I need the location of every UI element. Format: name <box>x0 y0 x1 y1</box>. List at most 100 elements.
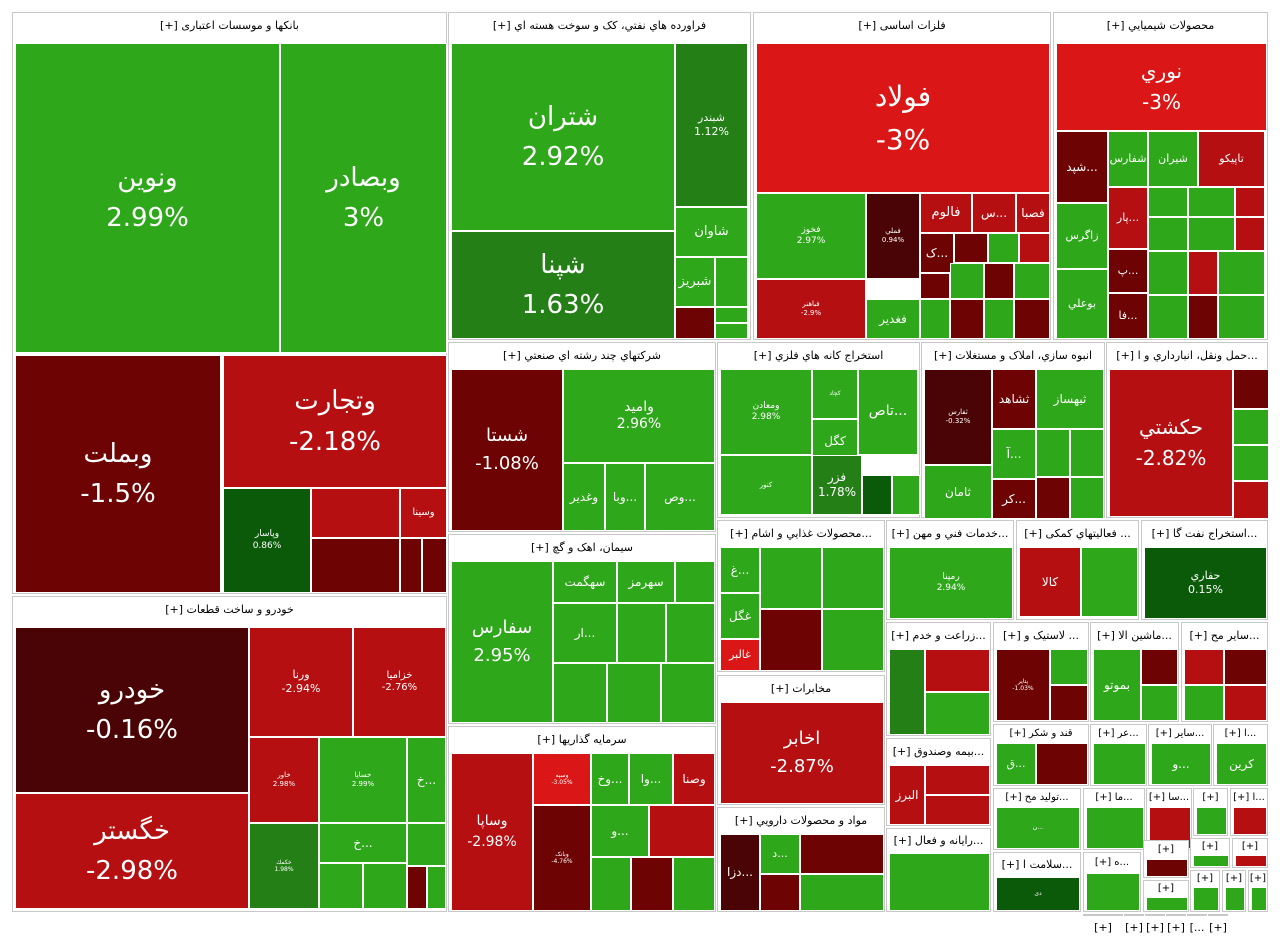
stock-tile-small[interactable] <box>1225 887 1245 911</box>
stock-tile-small[interactable] <box>1148 187 1188 217</box>
stock-tile[interactable]: ...ق <box>996 743 1036 785</box>
sector-title[interactable]: انبوه سازي، املاک و مستغلات [+] <box>933 349 1093 362</box>
stock-tile-small[interactable] <box>1141 685 1178 721</box>
stock-tile-small[interactable] <box>422 538 447 593</box>
stock-tile-small[interactable] <box>607 663 661 723</box>
sector-title[interactable]: بانکها و موسسات اعتباری [+] <box>160 19 299 32</box>
stock-tile[interactable]: ثشاهد <box>992 369 1036 429</box>
sector-title[interactable]: ...توليد مح [+] <box>1005 792 1069 803</box>
stock-tile[interactable]: ...خ <box>319 823 407 863</box>
stock-tile-small[interactable] <box>1224 685 1267 721</box>
sector-title[interactable]: ... فعاليتهاي كمكی [+] <box>1024 527 1131 540</box>
sector-title[interactable]: ...ما [+] <box>1095 792 1133 803</box>
stock-tile-small[interactable] <box>1235 855 1267 867</box>
sector-title[interactable]: فلزات اساسی [+] <box>858 19 946 32</box>
stock-tile[interactable]: بموتو <box>1093 649 1141 721</box>
stock-tile[interactable]: ...وخ <box>591 753 629 805</box>
sector-title[interactable]: ...استخراج نفت گا [+] <box>1151 527 1258 540</box>
stock-tile[interactable]: فخوز 2.97% <box>756 193 866 279</box>
stock-tile-small[interactable] <box>1081 547 1138 617</box>
stock-tile-small[interactable] <box>1233 445 1269 481</box>
sector-computer[interactable]: ...رايانه و فعال [+] <box>886 828 991 912</box>
stock-tile-small[interactable] <box>553 663 607 723</box>
stock-tile[interactable]: وتجارت -2.18% <box>223 355 447 488</box>
stock-tile[interactable]: فزر 1.78% <box>812 455 862 515</box>
sector-title[interactable]: ...ساير مح [+] <box>1189 629 1260 642</box>
sector-title[interactable]: ...ا [+] <box>1233 792 1265 803</box>
stock-tile-small[interactable] <box>311 488 400 538</box>
stock-tile-small[interactable] <box>920 299 950 339</box>
stock-tile[interactable]: وغدير <box>563 463 605 531</box>
stock-tile[interactable]: شيران <box>1148 131 1198 187</box>
stock-tile[interactable]: ...غ <box>720 547 760 593</box>
stock-tile[interactable]: خزاميا -2.76% <box>353 627 446 737</box>
sector-mining[interactable]: استخراج کانه هاي فلزي [+] ومعادن 2.98% كچاد… <box>717 342 920 518</box>
sector-title[interactable]: ...حمل ونقل، انبارداري و ا [+] <box>1116 349 1258 362</box>
stock-tile[interactable]: تاپيكو <box>1198 131 1265 187</box>
stock-tile[interactable]: خكمك 1.98% <box>249 823 319 909</box>
stock-tile[interactable]: فملي 0.94% <box>866 193 920 279</box>
stock-tile-small[interactable] <box>1036 743 1088 785</box>
sector-auto[interactable]: خودرو و ساخت قطعات [+] خودرو -0.16% خگستر -2… <box>12 596 447 912</box>
stock-tile[interactable]: ...ن <box>996 807 1080 849</box>
stock-tile[interactable]: وبصادر 3% <box>280 43 447 353</box>
sector-services[interactable]: ...خدمات فني و مهن [+] رمپنا 2.94% <box>886 520 1014 620</box>
stock-tile-small[interactable] <box>363 863 407 909</box>
stock-tile-small[interactable] <box>1233 807 1267 835</box>
stock-tile-small[interactable] <box>984 299 1014 339</box>
stock-tile[interactable]: رمپنا 2.94% <box>889 547 1013 619</box>
stock-tile[interactable]: وبانک -4.76% <box>533 805 591 911</box>
sector-sm2[interactable]: ...ساير [+] ...و <box>1148 724 1212 786</box>
stock-tile-small[interactable] <box>649 805 715 857</box>
sector-sm15[interactable]: [+] <box>1248 870 1268 912</box>
sector-title[interactable]: شرکتهاي چند رشته اي صنعتي [+] <box>503 349 661 362</box>
stock-tile-small[interactable] <box>984 263 1014 299</box>
sector-sm3[interactable]: ...ا [+] كرين <box>1213 724 1268 786</box>
stock-tile-small[interactable] <box>1193 855 1229 867</box>
stock-tile-small[interactable] <box>1235 187 1265 217</box>
sector-title[interactable]: ...ه [+] <box>1094 857 1130 868</box>
stock-tile[interactable]: ...وا <box>629 753 673 805</box>
stock-tile-small[interactable] <box>617 603 666 663</box>
stock-tile[interactable]: ...و <box>591 805 649 857</box>
stock-tile-small[interactable] <box>925 765 990 795</box>
sector-refinery[interactable]: فراورده هاي نفتي، کک و سوخت هسته اي [+] ش… <box>448 12 751 340</box>
stock-tile-small[interactable] <box>800 834 884 874</box>
sector-prod[interactable]: ...توليد مح [+] ...ن <box>993 788 1081 850</box>
sector-sm17[interactable]: [+] <box>1124 914 1144 934</box>
stock-tile-small[interactable] <box>1146 859 1188 877</box>
stock-tile[interactable]: خاور 2.98% <box>249 737 319 823</box>
sector-title[interactable]: [+] <box>1201 841 1219 852</box>
sector-title[interactable]: ...سلامت ا [+] <box>1001 858 1073 871</box>
stock-tile[interactable]: ...س <box>972 193 1016 233</box>
stock-tile-small[interactable] <box>1086 807 1144 849</box>
stock-tile-small[interactable] <box>988 233 1019 263</box>
stock-tile-small[interactable] <box>1146 897 1188 911</box>
stock-tile-small[interactable] <box>822 609 884 671</box>
stock-tile-small[interactable] <box>1218 251 1265 295</box>
sector-pharma[interactable]: مواد و محصولات دارويي [+] ...دزا ...د <box>717 807 885 912</box>
stock-tile[interactable]: ...پار <box>1108 187 1148 249</box>
stock-tile[interactable]: سفارس 2.95% <box>451 561 553 723</box>
sector-chem[interactable]: محصولات شيميايي [+] نوري -3% ...شپد شفارس شير… <box>1053 12 1268 340</box>
stock-tile[interactable]: ...دزا <box>720 834 760 911</box>
sector-title[interactable]: ...زراعت و خدم [+] <box>891 629 986 642</box>
stock-tile-small[interactable] <box>1196 807 1227 835</box>
sector-multi[interactable]: شرکتهاي چند رشته اي صنعتي [+] شستا -1.08% و… <box>448 342 716 532</box>
stock-tile-small[interactable] <box>760 547 822 609</box>
stock-tile[interactable]: سهرمز <box>617 561 675 603</box>
sector-sm7[interactable]: ...ا [+] <box>1230 788 1268 836</box>
stock-tile[interactable]: ورنا -2.94% <box>249 627 353 737</box>
sector-sm13[interactable]: [+] <box>1190 870 1220 912</box>
stock-tile-small[interactable] <box>925 795 990 825</box>
stock-tile-small[interactable] <box>1014 263 1050 299</box>
sector-title[interactable]: مواد و محصولات دارويي [+] <box>734 814 868 827</box>
sector-sm9[interactable]: [+] <box>1143 840 1189 878</box>
stock-tile[interactable]: فولاد -3% <box>756 43 1050 193</box>
stock-tile[interactable]: ومعادن 2.98% <box>720 369 812 455</box>
stock-tile-small[interactable] <box>1070 477 1104 519</box>
stock-tile[interactable]: ...و <box>1151 743 1211 785</box>
stock-tile-small[interactable] <box>631 857 673 911</box>
stock-tile-small[interactable] <box>1233 369 1269 409</box>
stock-tile-small[interactable] <box>319 863 363 909</box>
